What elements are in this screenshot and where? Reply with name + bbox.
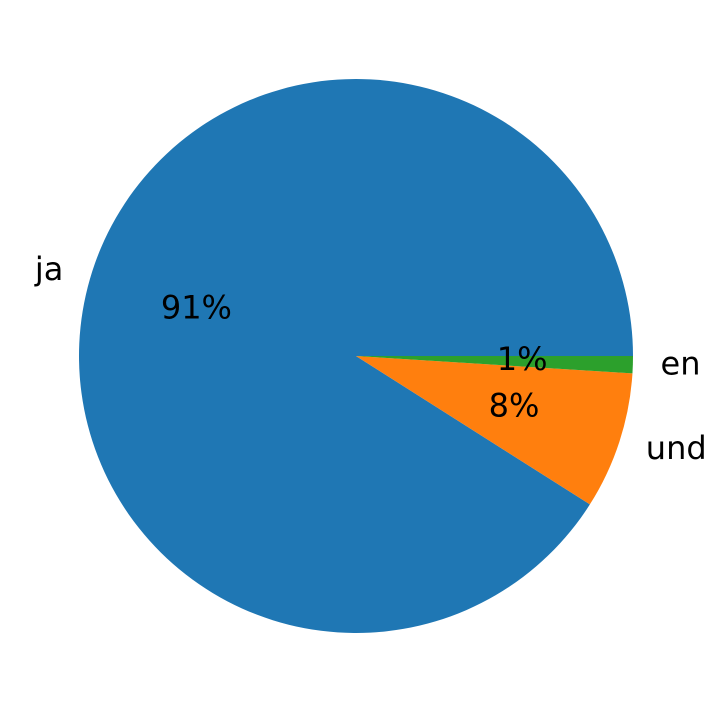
pie-slice [79,79,633,634]
slice-label: en [661,345,701,383]
slice-label: und [646,429,707,467]
pie-slice [356,356,633,374]
percent-label: 91% [161,289,232,327]
slice-label: ja [34,250,64,288]
percent-label: 8% [489,386,540,424]
percent-label: 1% [497,340,548,378]
pie-slice [356,356,633,505]
